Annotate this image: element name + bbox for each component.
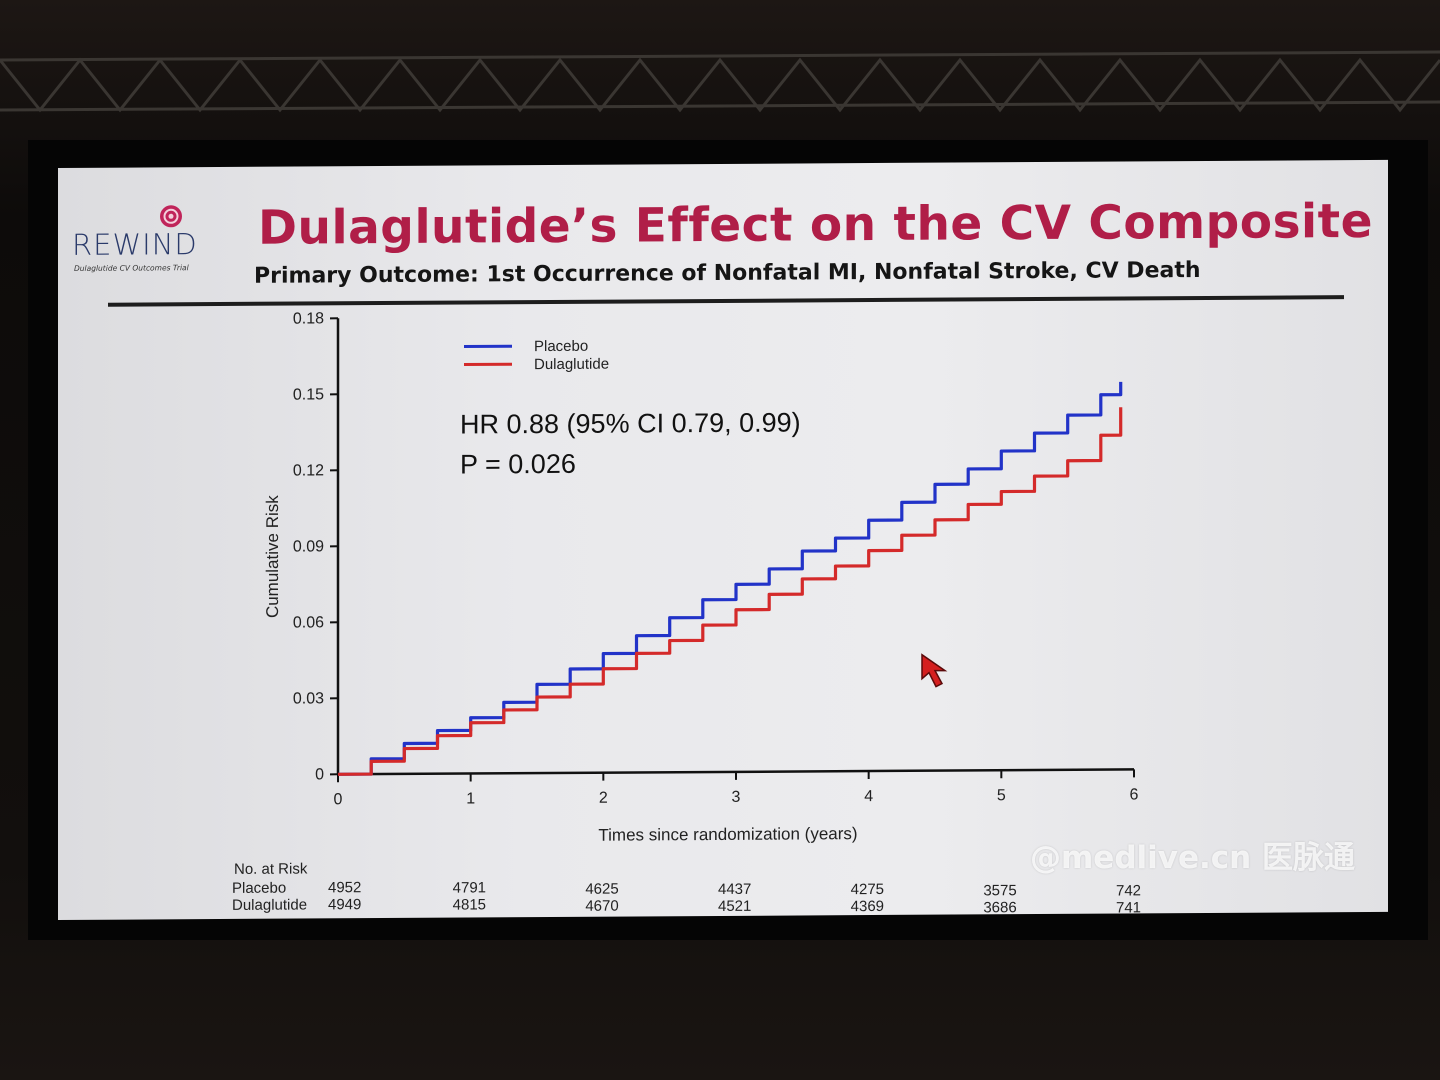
risk-row-label: Placebo <box>232 879 287 897</box>
y-tick-label: 0.18 <box>293 310 324 327</box>
x-tick-label: 2 <box>599 790 608 807</box>
risk-row-label: Dulaglutide <box>232 896 308 914</box>
y-tick-label: 0.15 <box>293 386 324 403</box>
risk-value-dulaglutide: 4369 <box>850 898 885 916</box>
y-tick-label: 0.06 <box>293 614 324 631</box>
x-axis-title: Times since randomization (years) <box>598 824 857 845</box>
risk-value-dulaglutide: 4670 <box>585 897 619 915</box>
y-tick-label: 0.03 <box>293 690 324 707</box>
risk-value-dulaglutide: 3686 <box>983 898 1017 916</box>
presentation-slide: REWIND Dulaglutide CV Outcomes Trial Dul… <box>58 159 1388 921</box>
x-tick-label: 6 <box>1130 786 1139 803</box>
series-line-dulaglutide <box>338 407 1123 776</box>
x-tick-label: 0 <box>334 791 343 808</box>
rewind-logo: REWIND Dulaglutide CV Outcomes Trial <box>72 203 222 284</box>
y-tick-label: 0.09 <box>293 538 324 555</box>
risk-table-header: No. at Risk <box>234 860 308 878</box>
series-line-placebo <box>338 381 1123 776</box>
risk-value-placebo: 4275 <box>850 881 885 899</box>
chart-axes: 0 0.03 0.06 0.09 0.12 0.15 0.18 0 1 2 3 4 5 6 <box>293 310 1139 808</box>
p-value-text: P = 0.026 <box>460 449 576 480</box>
risk-value-placebo: 742 <box>1116 882 1142 900</box>
ceiling-truss <box>0 50 1440 113</box>
risk-value-placebo: 4952 <box>328 879 362 897</box>
legend-label-placebo: Placebo <box>534 338 588 355</box>
y-tick-label: 0 <box>315 766 324 783</box>
x-tick-label: 5 <box>997 787 1006 804</box>
legend-label-dulaglutide: Dulaglutide <box>534 356 609 373</box>
rose-logo-icon <box>160 205 182 228</box>
x-tick-label: 1 <box>466 790 475 807</box>
cumulative-risk-chart: 0 0.03 0.06 0.09 0.12 0.15 0.18 0 1 2 3 4 5 6 Placebo… <box>263 310 1139 845</box>
risk-value-placebo: 4437 <box>718 880 752 898</box>
chart-series <box>338 381 1123 776</box>
chart-legend: Placebo Dulaglutide <box>464 338 609 373</box>
x-tick-label: 4 <box>864 788 873 805</box>
watermark-text: @medlive.cn 医脉通 <box>1030 840 1356 876</box>
risk-value-placebo: 4791 <box>452 879 487 897</box>
hazard-ratio-text: HR 0.88 (95% CI 0.79, 0.99) <box>460 407 801 439</box>
x-tick-label: 3 <box>732 789 741 806</box>
risk-value-placebo: 3575 <box>983 881 1017 899</box>
mouse-pointer-icon <box>921 653 948 688</box>
risk-value-dulaglutide: 4521 <box>718 897 752 915</box>
y-axis-title: Cumulative Risk <box>263 495 282 618</box>
risk-value-dulaglutide: 4949 <box>328 896 362 914</box>
risk-value-placebo: 4625 <box>585 880 619 898</box>
risk-value-dulaglutide: 4815 <box>452 896 487 914</box>
y-tick-label: 0.12 <box>293 462 324 479</box>
